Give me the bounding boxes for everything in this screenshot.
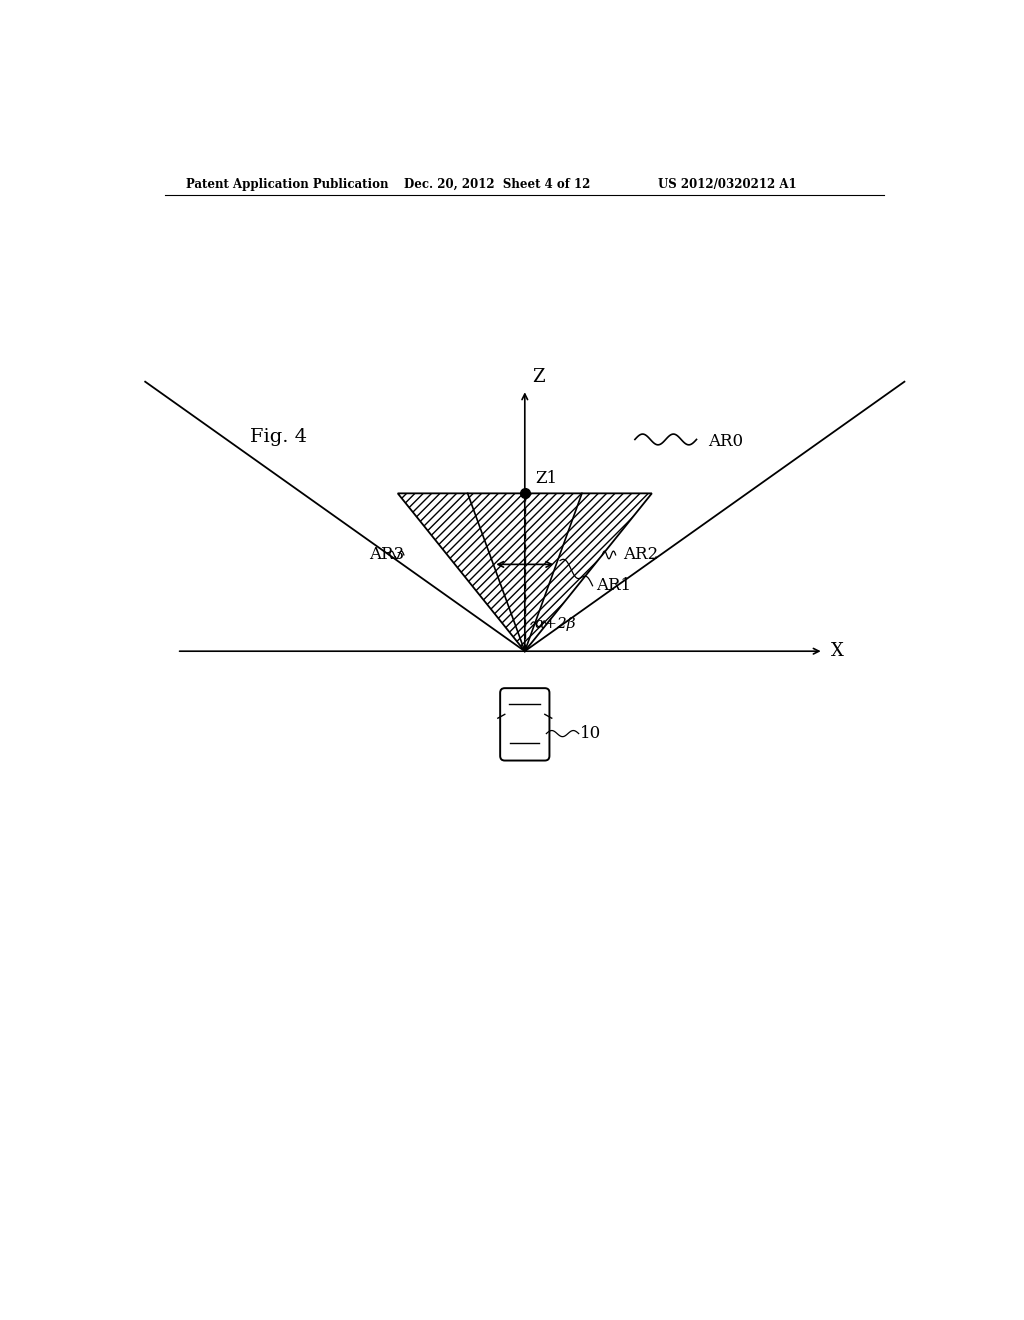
Text: Patent Application Publication: Patent Application Publication [186, 178, 388, 190]
Text: US 2012/0320212 A1: US 2012/0320212 A1 [658, 178, 797, 190]
Text: AR1: AR1 [596, 577, 632, 594]
Polygon shape [397, 494, 652, 651]
Text: Z1: Z1 [536, 470, 558, 487]
Text: 10: 10 [581, 725, 601, 742]
FancyBboxPatch shape [500, 688, 550, 760]
Text: α+2β: α+2β [535, 618, 577, 631]
Text: AR3: AR3 [370, 546, 404, 564]
Text: X: X [831, 643, 844, 660]
Text: AR2: AR2 [624, 546, 658, 564]
Text: Fig. 4: Fig. 4 [250, 428, 307, 446]
Text: Dec. 20, 2012  Sheet 4 of 12: Dec. 20, 2012 Sheet 4 of 12 [403, 178, 590, 190]
Text: AR0: AR0 [708, 433, 743, 450]
Text: Z: Z [532, 367, 545, 385]
